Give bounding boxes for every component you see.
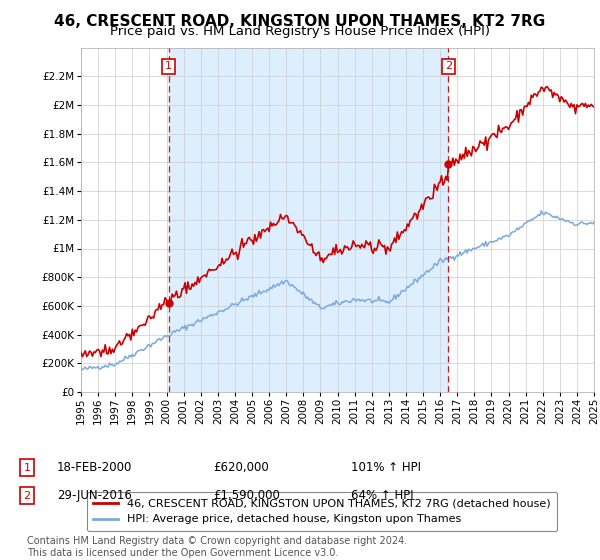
Text: Price paid vs. HM Land Registry's House Price Index (HPI): Price paid vs. HM Land Registry's House … [110, 25, 490, 38]
Text: 2: 2 [445, 62, 452, 71]
Text: £1,590,000: £1,590,000 [213, 489, 280, 502]
Legend: 46, CRESCENT ROAD, KINGSTON UPON THAMES, KT2 7RG (detached house), HPI: Average : 46, CRESCENT ROAD, KINGSTON UPON THAMES,… [86, 492, 557, 531]
Text: 1: 1 [23, 463, 31, 473]
Text: £620,000: £620,000 [213, 461, 269, 474]
Text: 2: 2 [23, 491, 31, 501]
Bar [169, 48, 448, 392]
Text: 101% ↑ HPI: 101% ↑ HPI [351, 461, 421, 474]
Text: 18-FEB-2000: 18-FEB-2000 [57, 461, 133, 474]
Text: Contains HM Land Registry data © Crown copyright and database right 2024.
This d: Contains HM Land Registry data © Crown c… [27, 536, 407, 558]
Text: 29-JUN-2016: 29-JUN-2016 [57, 489, 132, 502]
Text: 1: 1 [165, 62, 172, 71]
Text: 46, CRESCENT ROAD, KINGSTON UPON THAMES, KT2 7RG: 46, CRESCENT ROAD, KINGSTON UPON THAMES,… [55, 14, 545, 29]
Text: 64% ↑ HPI: 64% ↑ HPI [351, 489, 413, 502]
